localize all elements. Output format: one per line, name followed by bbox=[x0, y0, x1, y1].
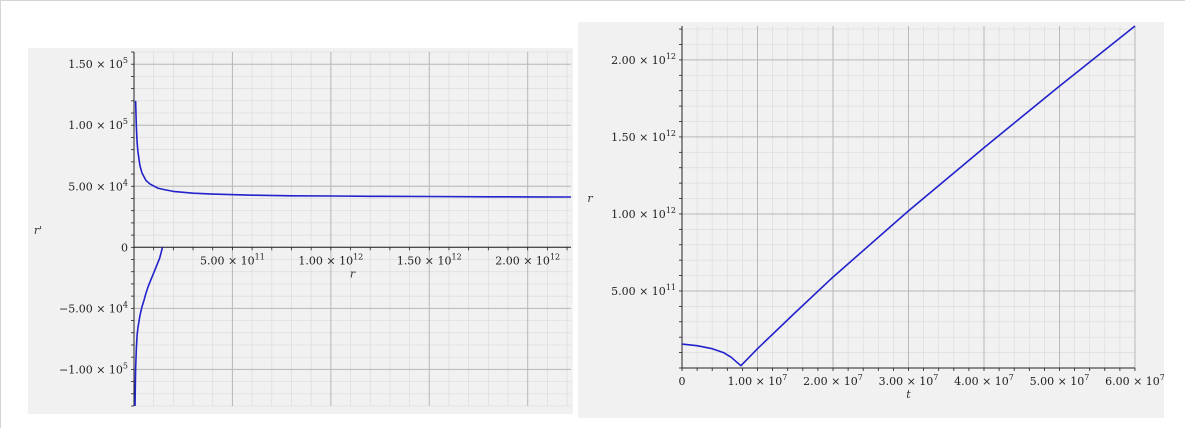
y-tick-label: 2.00 × 1012 bbox=[611, 52, 676, 67]
series-line bbox=[134, 247, 164, 407]
y-tick-label: 5.00 × 1011 bbox=[611, 283, 676, 298]
right-plot-panel: 0 1.00 × 107 2.00 × 107 3.00 × 107 4.00 × 10… bbox=[578, 22, 1164, 418]
left-plot-panel: 5.00 × 1011 1.00 × 1012 1.50 × 1012 2.00 × … bbox=[28, 48, 573, 414]
x-tick-label: 3.00 × 107 bbox=[879, 373, 939, 388]
y-tick-label: 1.50 × 1012 bbox=[611, 129, 676, 144]
phase-plot-chart: 5.00 × 1011 1.00 × 1012 1.50 × 1012 2.00 × … bbox=[34, 51, 572, 407]
x-tick-label: 1.00 × 1012 bbox=[298, 252, 363, 267]
y-tick-label: 5.00 × 104 bbox=[68, 178, 128, 193]
x-axis-label: r bbox=[350, 267, 356, 280]
y-tick-label: 1.00 × 1012 bbox=[611, 206, 676, 221]
x-tick-label: 2.00 × 107 bbox=[803, 373, 863, 388]
y-axis-label: r bbox=[587, 192, 593, 205]
series-line bbox=[134, 100, 572, 198]
x-tick-label: 4.00 × 107 bbox=[954, 373, 1014, 388]
x-tick-label: 2.00 × 1012 bbox=[495, 252, 560, 267]
x-tick-label: 5.00 × 107 bbox=[1030, 373, 1090, 388]
y-tick-label: −1.00 × 105 bbox=[59, 361, 128, 376]
y-axis-label: r' bbox=[34, 224, 42, 237]
x-tick-label: 6.00 × 107 bbox=[1105, 373, 1164, 388]
x-axis-label: t bbox=[906, 388, 911, 401]
y-tick-label: −5.00 × 104 bbox=[59, 300, 128, 315]
y-tick-label: 1.00 × 105 bbox=[68, 117, 128, 132]
x-tick-label: 1.00 × 107 bbox=[728, 373, 788, 388]
trajectory-plot-chart: 0 1.00 × 107 2.00 × 107 3.00 × 107 4.00 × 10… bbox=[587, 25, 1164, 401]
y-tick-label: 1.50 × 105 bbox=[68, 56, 128, 71]
series-line bbox=[681, 25, 1136, 367]
y-tick-label: 0 bbox=[121, 241, 128, 254]
x-tick-label: 1.50 × 1012 bbox=[397, 252, 462, 267]
x-tick-label: 0 bbox=[679, 375, 686, 388]
x-tick-label: 5.00 × 1011 bbox=[200, 252, 265, 267]
